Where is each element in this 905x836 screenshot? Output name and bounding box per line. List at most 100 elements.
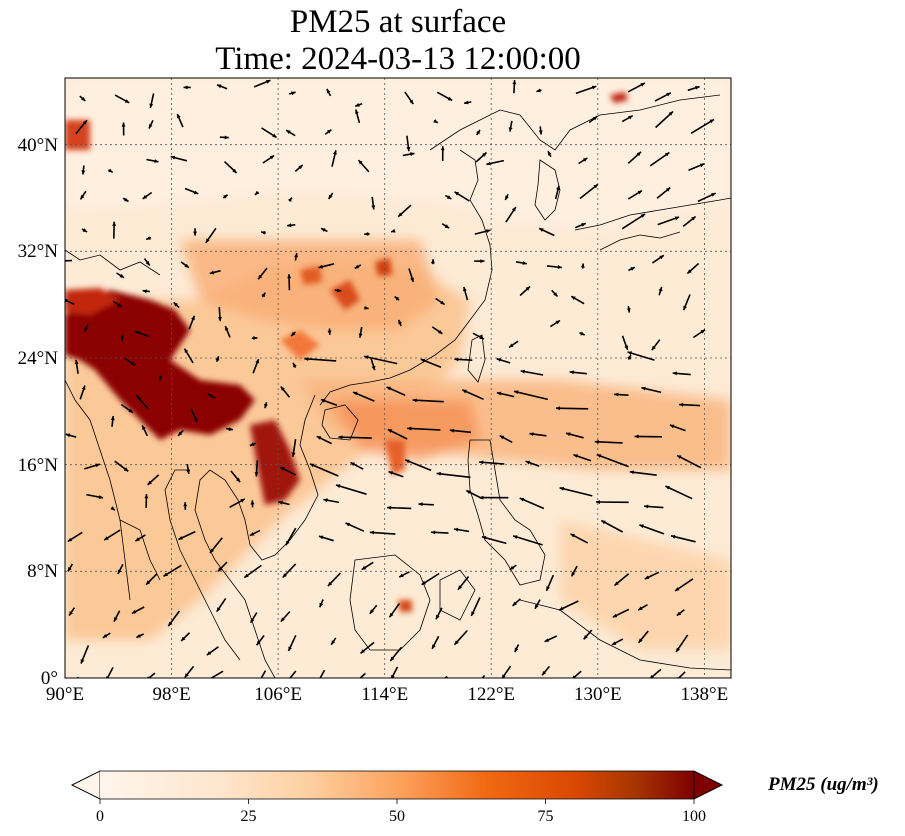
- wind-arrowhead: [440, 146, 445, 151]
- wind-arrowhead: [355, 109, 359, 114]
- wind-arrowhead: [128, 408, 133, 413]
- colorbar-tick-label: 50: [389, 808, 405, 825]
- wind-arrowhead: [674, 216, 680, 221]
- wind-arrowhead: [256, 640, 261, 646]
- wind-arrowhead: [364, 355, 369, 360]
- wind-arrowhead: [626, 308, 631, 313]
- wind-arrowhead: [65, 298, 68, 303]
- wind-arrowhead: [665, 152, 670, 157]
- wind-arrowhead: [580, 263, 585, 268]
- wind-arrowhead: [331, 640, 336, 645]
- wind-arrowhead: [555, 406, 560, 411]
- wind-arrowhead: [183, 85, 188, 90]
- wind-arrowhead: [361, 565, 367, 570]
- wind-arrowhead: [110, 506, 115, 511]
- wind-arrowhead: [672, 371, 677, 376]
- lon-tick-label: 130°E: [574, 684, 622, 705]
- wind-arrowhead: [573, 454, 578, 458]
- wind-arrowhead: [333, 150, 337, 155]
- wind-arrowhead: [679, 402, 684, 407]
- wind-arrow: [209, 670, 224, 678]
- wind-arrowhead: [269, 155, 275, 160]
- wind-arrowhead: [82, 228, 88, 232]
- wind-arrowhead: [130, 361, 136, 366]
- wind-arrowhead: [136, 634, 141, 638]
- wind-arrowhead: [601, 520, 606, 525]
- wind-arrowhead: [205, 238, 210, 243]
- lon-tick-label: 98°E: [152, 684, 190, 705]
- wind-arrowhead: [614, 581, 619, 586]
- wind-arrowhead: [512, 80, 517, 85]
- wind-arrowhead: [433, 119, 438, 123]
- wind-arrowhead: [627, 351, 632, 356]
- wind-arrowhead: [513, 535, 518, 539]
- wind-arrowhead: [65, 433, 71, 438]
- wind-arrowhead: [387, 429, 393, 433]
- wind-arrowhead: [287, 197, 292, 202]
- wind-arrowhead: [614, 392, 619, 397]
- wind-arrowhead: [462, 389, 467, 394]
- wind-arrowhead: [641, 386, 646, 391]
- wind-arrowhead: [291, 91, 296, 96]
- lat-tick-label: 0°: [41, 668, 58, 689]
- wind-arrowhead: [261, 231, 266, 235]
- wind-arrowhead: [318, 535, 324, 540]
- wind-arrowhead: [249, 442, 255, 446]
- wind-arrowhead: [544, 638, 550, 642]
- colorbar-label: PM25 (ug/m³): [768, 774, 879, 795]
- wind-arrowhead: [124, 197, 129, 202]
- wind-arrowhead: [420, 358, 426, 363]
- wind-arrowhead: [360, 649, 365, 654]
- wind-arrowhead: [512, 601, 517, 606]
- wind-arrow: [670, 535, 696, 543]
- wind-arrow: [676, 454, 702, 469]
- wind-arrow: [65, 298, 75, 306]
- wind-arrowhead: [136, 395, 141, 400]
- map-title: PM25 at surface: [289, 4, 507, 40]
- wind-arrowhead: [388, 471, 393, 475]
- wind-arrowhead: [595, 500, 600, 504]
- wind-arrowhead: [658, 286, 663, 292]
- wind-arrow: [690, 118, 715, 134]
- wind-arrowhead: [236, 477, 241, 483]
- wind-arrowhead: [327, 581, 333, 587]
- wind-arrow: [436, 472, 471, 479]
- wind-arrowhead: [294, 253, 298, 258]
- wind-arrow: [369, 531, 396, 535]
- wind-arrowhead: [525, 286, 530, 291]
- wind-arrowhead: [147, 480, 152, 485]
- wind-arrowhead: [258, 274, 263, 280]
- wind-arrowhead: [594, 439, 599, 444]
- wind-arrowhead: [371, 365, 376, 371]
- wind-arrowhead: [149, 124, 153, 129]
- wind-arrow: [407, 427, 441, 431]
- wind-arrow: [519, 497, 545, 510]
- wind-arrowhead: [351, 682, 355, 686]
- wind-arrow: [481, 675, 486, 678]
- map-frame: [64, 77, 732, 679]
- wind-arrowhead: [535, 604, 539, 609]
- wind-arrowhead: [668, 111, 673, 116]
- wind-arrowhead: [454, 527, 459, 532]
- wind-arrowhead: [570, 533, 575, 538]
- wind-arrowhead: [355, 103, 360, 107]
- wind-arrowhead: [454, 640, 459, 645]
- wind-arrowhead: [131, 609, 137, 614]
- wind-arrowhead: [319, 602, 324, 608]
- wind-arrowhead: [447, 96, 453, 101]
- lon-tick-label: 106°E: [254, 684, 302, 705]
- wind-arrowhead: [409, 99, 414, 105]
- wind-arrowhead: [438, 679, 443, 683]
- wind-arrow: [513, 390, 548, 401]
- wind-arrowhead: [466, 490, 471, 495]
- wind-vectors: [65, 79, 716, 686]
- wind-arrowhead: [509, 343, 514, 348]
- wind-arrow: [147, 672, 156, 678]
- wind-arrowhead: [288, 646, 292, 651]
- wind-arrowhead: [240, 498, 245, 503]
- wind-arrowhead: [316, 436, 322, 440]
- wind-arrowhead: [98, 495, 104, 499]
- wind-arrow: [359, 672, 366, 678]
- wind-arrowhead: [104, 536, 109, 541]
- wind-arrowhead: [207, 394, 213, 398]
